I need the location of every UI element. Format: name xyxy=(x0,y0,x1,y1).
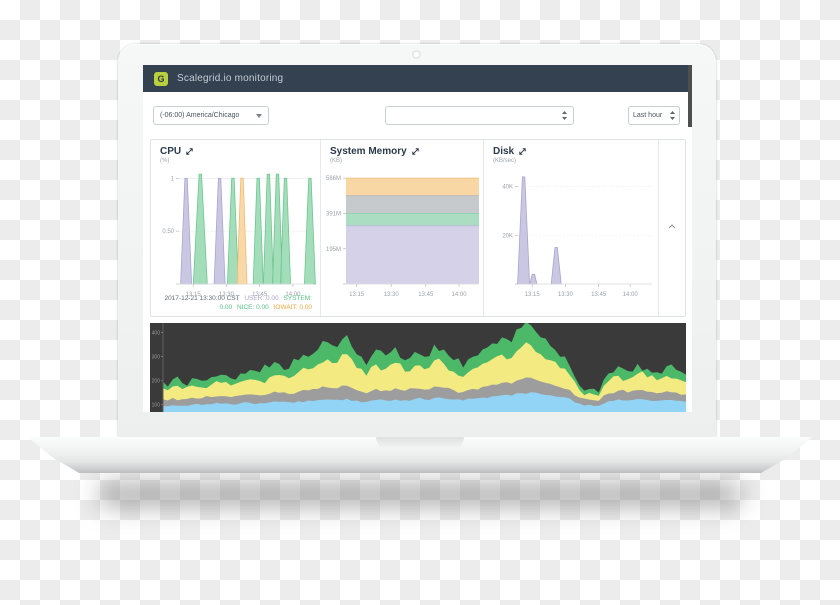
caret-down-icon xyxy=(256,113,262,118)
svg-text:300: 300 xyxy=(152,354,161,360)
svg-text:14:00: 14:00 xyxy=(623,292,639,298)
overview-chart-plot[interactable]: 400 300 200 100 xyxy=(150,323,686,412)
app-title: Scalegrid.io monitoring xyxy=(177,73,284,84)
app-header: G Scalegrid.io monitoring xyxy=(143,65,692,92)
time-range-value: Last hour xyxy=(633,112,663,119)
cpu-chart-unit: (%) xyxy=(160,158,170,164)
svg-text:13:30: 13:30 xyxy=(558,292,574,298)
svg-text:40K: 40K xyxy=(502,185,513,191)
timezone-select[interactable]: (-06:00) America/Chicago xyxy=(153,106,269,125)
cpu-chart-title: CPU xyxy=(160,146,182,157)
svg-text:13:45: 13:45 xyxy=(591,292,607,298)
svg-text:14:00: 14:00 xyxy=(452,292,468,298)
up-down-arrows-icon xyxy=(562,111,567,120)
memory-chart-plot[interactable]: 586M 391M 195M 13:15 13:30 13:45 14:00 xyxy=(321,166,484,306)
metric-select[interactable] xyxy=(385,106,574,125)
legend-item-iowait: IOWAIT: 0.00 xyxy=(273,304,312,312)
expand-icon[interactable] xyxy=(185,147,194,156)
disk-chart-unit: (KB/sec) xyxy=(493,158,517,164)
up-down-arrows-icon xyxy=(670,111,675,120)
overview-stacked-chart[interactable]: 400 300 200 100 xyxy=(150,323,686,412)
memory-chart-unit: (KB) xyxy=(330,158,342,164)
svg-text:391M: 391M xyxy=(326,211,341,217)
svg-text:13:45: 13:45 xyxy=(252,292,268,298)
svg-text:200: 200 xyxy=(152,379,161,385)
svg-text:13:15: 13:15 xyxy=(186,292,202,298)
laptop-drop-shadow xyxy=(98,483,742,507)
svg-text:13:15: 13:15 xyxy=(525,292,541,298)
svg-text:100: 100 xyxy=(152,403,161,409)
charts-panel: CPU (%) 1 0.50 13:15 13:30 13:45 14:00 2017-1… xyxy=(150,139,686,317)
cpu-chart-plot[interactable]: 1 0.50 13:15 13:30 13:45 14:00 xyxy=(151,166,321,306)
scalegrid-logo-icon[interactable]: G xyxy=(154,71,168,86)
memory-chart-title: System Memory xyxy=(330,146,407,157)
disk-chart-plot[interactable]: 40K 20K 13:15 13:30 13:45 14:00 xyxy=(484,166,659,306)
legend-item-user: USER: 0.00 xyxy=(244,294,279,302)
cpu-chart-legend: 2017-12-21 13:30:00 CST USER: 0.00 SYSTE… xyxy=(157,294,312,314)
panel-side-strip xyxy=(659,140,685,316)
memory-chart-panel: System Memory (KB) 586M 391M 195M 13:15 13:3… xyxy=(321,140,484,316)
svg-text:13:30: 13:30 xyxy=(384,292,400,298)
vertical-scrollbar[interactable] xyxy=(688,65,692,127)
legend-item-nice: NICE: 0.00 xyxy=(236,304,269,312)
svg-text:586M: 586M xyxy=(326,176,341,182)
chevron-up-icon[interactable] xyxy=(668,224,676,229)
expand-icon[interactable] xyxy=(411,147,420,156)
cpu-chart-panel: CPU (%) 1 0.50 13:15 13:30 13:45 14:00 2017-1… xyxy=(151,140,321,316)
disk-chart-title: Disk xyxy=(493,146,515,157)
svg-text:14:00: 14:00 xyxy=(285,292,301,298)
disk-chart-panel: Disk (KB/sec) 40K 20K 13:15 13:30 13:45 14:00 xyxy=(484,140,659,316)
webcam-dot xyxy=(412,50,421,59)
svg-text:13:30: 13:30 xyxy=(219,292,235,298)
monitoring-app-screen: G Scalegrid.io monitoring (-06:00) Ameri… xyxy=(143,65,692,412)
laptop-base xyxy=(28,437,812,473)
svg-text:20K: 20K xyxy=(502,233,513,239)
svg-text:13:45: 13:45 xyxy=(418,292,434,298)
svg-text:400: 400 xyxy=(152,330,161,336)
time-range-select[interactable]: Last hour xyxy=(628,106,680,125)
laptop-lid-notch xyxy=(376,437,464,449)
expand-icon[interactable] xyxy=(518,147,527,156)
legend-item-system: SYSTEM: 0.00 xyxy=(219,294,313,312)
svg-text:195M: 195M xyxy=(326,247,341,253)
laptop-screen-frame: G Scalegrid.io monitoring (-06:00) Ameri… xyxy=(118,44,716,439)
timezone-select-value: (-06:00) America/Chicago xyxy=(160,112,240,119)
legend-timestamp: 2017-12-21 13:30:00 CST xyxy=(164,294,240,302)
svg-text:13:15: 13:15 xyxy=(349,292,365,298)
svg-text:1: 1 xyxy=(171,176,175,182)
svg-text:0.50: 0.50 xyxy=(162,229,174,235)
